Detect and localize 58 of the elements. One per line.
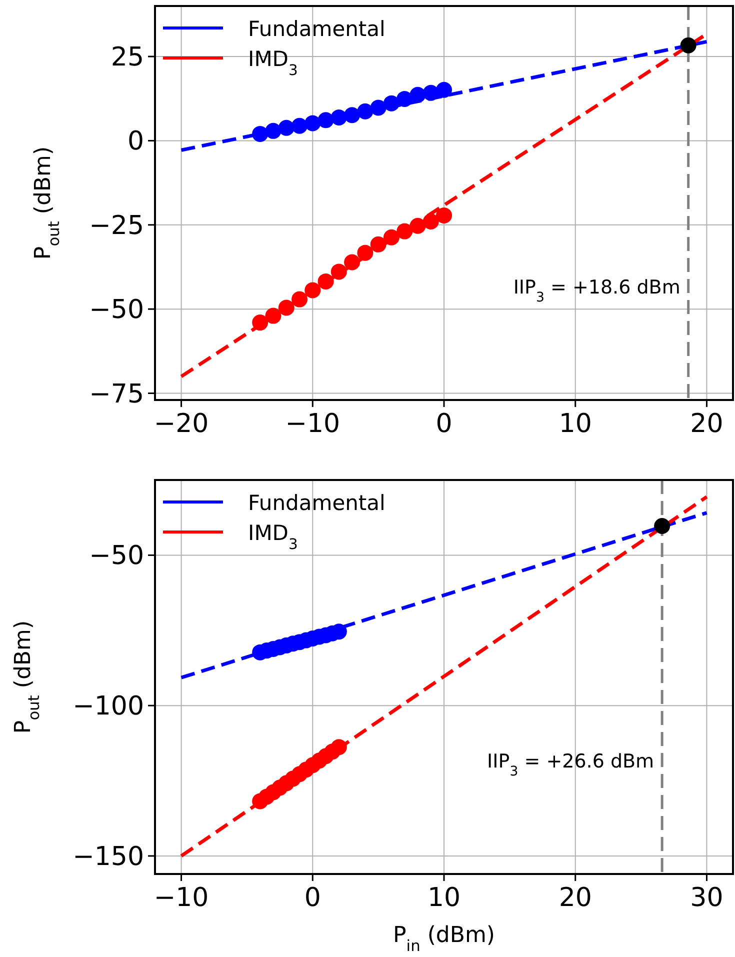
point	[265, 308, 282, 324]
point	[396, 223, 413, 240]
x-tick-label: 0	[304, 883, 321, 913]
point	[330, 109, 347, 126]
point	[422, 214, 439, 230]
point	[436, 207, 452, 224]
y-tick-label: 0	[127, 126, 144, 157]
point	[292, 118, 308, 134]
point	[304, 115, 321, 132]
y-tick-label: −100	[72, 692, 144, 722]
point	[252, 126, 268, 142]
point	[383, 229, 400, 246]
point	[318, 112, 334, 128]
point	[410, 86, 426, 103]
point	[370, 100, 386, 116]
x-tick-label: −20	[154, 409, 209, 439]
point	[344, 254, 360, 270]
point	[396, 90, 413, 107]
x-tick-label: −10	[285, 409, 340, 439]
y-tick-label: −25	[89, 210, 144, 241]
point	[410, 218, 426, 234]
point	[357, 103, 374, 120]
point	[318, 273, 334, 290]
point	[304, 282, 321, 298]
point	[680, 37, 696, 54]
x-tick-label: 10	[558, 409, 592, 439]
point	[654, 518, 670, 534]
legend-label: IMD$_{3}$	[248, 47, 298, 78]
annotation: IIP$_{3}$ = +26.6 dBm	[487, 750, 654, 780]
point	[278, 120, 294, 136]
legend-label: IMD$_{3}$	[248, 521, 298, 552]
point	[344, 107, 360, 124]
y-tick-label: −150	[72, 842, 144, 872]
point	[436, 82, 452, 98]
point	[265, 122, 282, 139]
x-tick-label: 0	[436, 409, 452, 439]
point	[370, 236, 386, 252]
point	[292, 291, 308, 308]
point	[278, 300, 294, 316]
x-tick-label: 10	[427, 883, 461, 913]
x-tick-label: −10	[154, 883, 209, 913]
y-tick-label: 25	[110, 42, 144, 73]
point	[357, 244, 374, 261]
x-tick-label: 20	[690, 409, 724, 439]
y-tick-label: −50	[89, 295, 144, 326]
point	[252, 314, 268, 331]
y-tick-label: −75	[89, 379, 144, 410]
legend-label: Fundamental	[248, 17, 386, 41]
point	[383, 95, 400, 112]
x-tick-label: 20	[558, 883, 592, 913]
y-tick-label: −50	[89, 541, 144, 572]
annotation: IIP$_{3}$ = +18.6 dBm	[513, 276, 680, 306]
x-tick-label: 30	[690, 883, 724, 913]
point	[330, 264, 347, 280]
x-axis-title: P$_{in}$ (dBm)	[393, 923, 495, 955]
point	[422, 84, 439, 101]
legend-label: Fundamental	[248, 491, 386, 515]
point	[330, 739, 347, 756]
